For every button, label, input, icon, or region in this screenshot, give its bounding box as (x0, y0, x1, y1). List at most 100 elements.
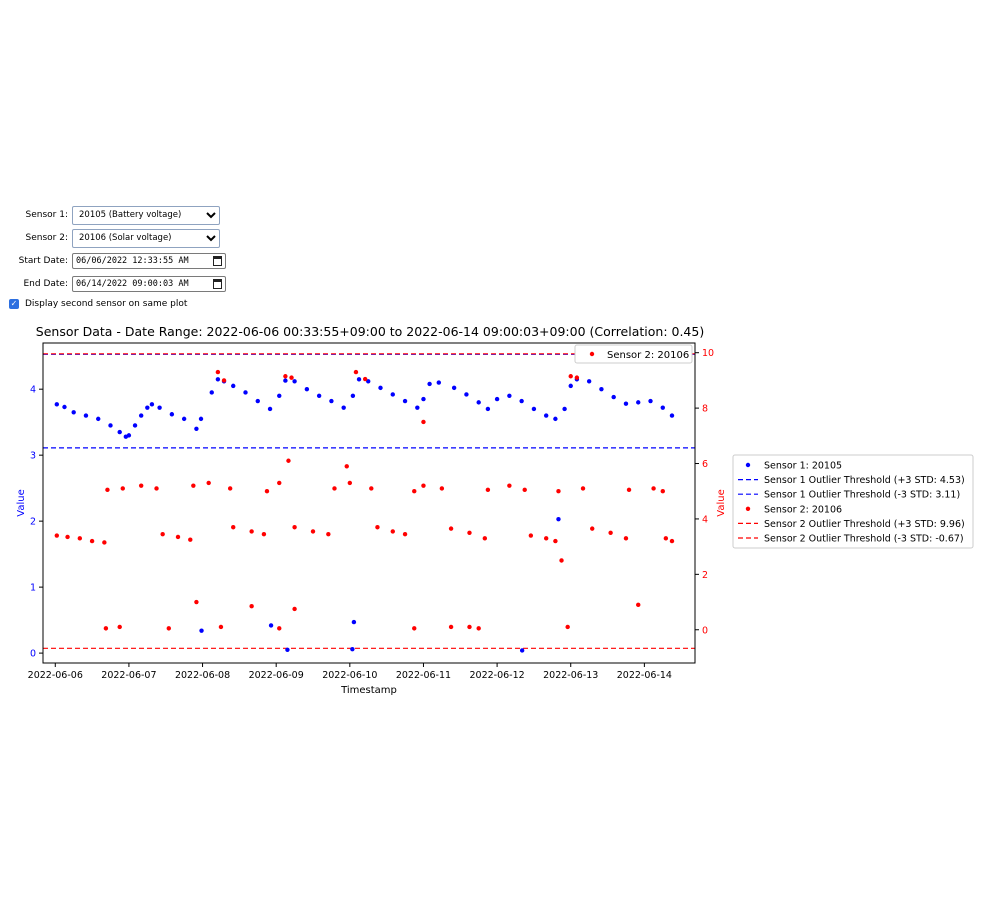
sensor2-point (227, 486, 233, 491)
sensor2-point (448, 624, 454, 630)
sensor2-point (556, 489, 561, 494)
sensor1-point (209, 390, 214, 395)
sensor1-point (519, 648, 525, 653)
sensor1-point (268, 623, 274, 628)
sensor2-point (249, 604, 254, 609)
x-axis-title: Timestamp (340, 685, 397, 696)
sensor1-point (96, 416, 101, 422)
sensor2-point (102, 540, 107, 545)
sensor2-point (264, 489, 270, 494)
same-plot-checkbox[interactable]: ✓ (9, 299, 19, 309)
sensor2-point (528, 533, 534, 538)
sensor2-point (626, 487, 632, 493)
x-tick-label: 2022-06-06 (28, 670, 83, 681)
sensor2-point (105, 487, 110, 493)
y-left-tick-label: 2 (30, 517, 36, 528)
sensor1-point (255, 398, 260, 404)
sensor2-point (421, 483, 426, 488)
sensor1-point (464, 392, 469, 397)
sensor2-point (402, 531, 408, 537)
sensor2-point (559, 558, 564, 563)
sensor1-point (138, 413, 144, 418)
y-right-tick-label: 8 (702, 404, 708, 415)
legend-label: Sensor 1: 20105 (764, 461, 842, 472)
sensor1-point (356, 377, 362, 382)
sensor1-point (556, 516, 561, 522)
sensor2-select[interactable]: 20106 (Solar voltage) (72, 228, 220, 248)
calendar-icon[interactable] (213, 279, 222, 289)
sensor2-point (467, 530, 472, 535)
sensor2-point (439, 486, 445, 491)
sensor2-point (289, 375, 294, 380)
sensor1-point (494, 396, 500, 402)
start-date-input[interactable]: 06/06/2022 12:33:55 AM (72, 253, 226, 269)
sensor2-point (448, 526, 454, 531)
sensor1-point (169, 412, 175, 417)
legend-marker (745, 462, 751, 468)
sensor2-point (543, 536, 549, 541)
sensor1-point (427, 381, 432, 387)
sensor2-point (310, 529, 316, 534)
end-date-input[interactable]: 06/14/2022 09:00:03 AM (72, 276, 226, 292)
sensor1-point (215, 377, 221, 382)
sensor1-point (485, 406, 491, 412)
sensor1-point (157, 405, 162, 410)
sensor1-point (421, 396, 426, 402)
sensor2-point (89, 538, 95, 544)
sensor2-label: Sensor 2: (25, 233, 68, 243)
sensor1-point (285, 647, 290, 653)
sensor1-point (329, 398, 334, 404)
x-tick-label: 2022-06-13 (543, 670, 598, 681)
sensor1-point (198, 416, 204, 422)
y-right-axis-title: Value (716, 489, 727, 516)
sensor1-point (660, 405, 665, 410)
legend-label: Sensor 2 Outlier Threshold (-3 STD: -0.6… (764, 534, 964, 545)
sensor1-point (108, 423, 113, 428)
sensor1-point (669, 413, 675, 418)
sensor2-point (54, 533, 60, 538)
x-tick-label: 2022-06-11 (396, 670, 451, 681)
sensor2-point (277, 626, 282, 631)
sensor2-point (277, 480, 282, 486)
sensor1-point (283, 378, 288, 383)
sensor2-point (412, 489, 417, 494)
sensor2-point (292, 525, 297, 530)
sensor2-point (344, 464, 349, 469)
sensor2-point (369, 486, 374, 491)
x-tick-label: 2022-06-08 (175, 670, 230, 681)
sensor2-point (218, 624, 224, 630)
sensor2-point (194, 599, 199, 605)
sensor2-point (77, 536, 83, 541)
x-tick-label: 2022-06-10 (322, 670, 377, 681)
y-right-tick-label: 2 (702, 570, 708, 581)
y-right-tick-label: 4 (702, 514, 708, 525)
legend-label: Sensor 2: 20106 (764, 504, 842, 515)
sensor2-point (375, 525, 380, 530)
sensor1-point (436, 380, 442, 385)
legend-inside-label: Sensor 2: 20106 (607, 350, 689, 361)
sensor1-point (267, 406, 273, 412)
sensor1-select[interactable]: 20105 (Battery voltage) (72, 205, 220, 225)
sensor1-point (145, 405, 150, 410)
sensor2-point (138, 483, 144, 488)
sensor1-point (277, 393, 282, 398)
sensor2-point (231, 525, 236, 530)
sensor1-point (507, 393, 512, 398)
same-plot-option[interactable]: ✓ Display second sensor on same plot (9, 299, 187, 309)
sensor1-point (378, 385, 383, 391)
start-date-row: Start Date: 06/06/2022 12:33:55 AM (0, 251, 226, 271)
sensor1-point (451, 385, 457, 391)
sensor1-point (351, 619, 357, 625)
sensor2-point (482, 536, 488, 541)
sensor1-point (194, 426, 199, 431)
sensor2-point (103, 626, 109, 631)
sensor2-point (154, 486, 159, 491)
calendar-icon[interactable] (213, 256, 222, 266)
sensor1-point (341, 405, 346, 410)
sensor2-point (636, 602, 641, 608)
sensor2-point (286, 458, 291, 463)
sensor1-point (586, 379, 592, 384)
sensor1-point (243, 390, 248, 395)
legend-outside: Sensor 1: 20105 Sensor 1 Outlier Threshol… (732, 454, 974, 549)
sensor2-point (65, 534, 70, 540)
